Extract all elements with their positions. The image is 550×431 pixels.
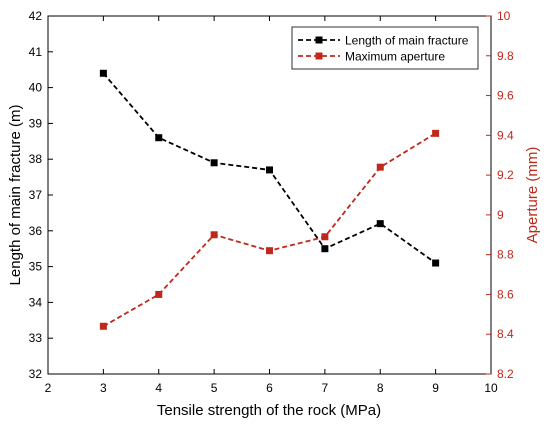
y-left-tick-label: 41 bbox=[29, 45, 43, 59]
legend-label-aperture: Maximum aperture bbox=[345, 50, 445, 64]
y-right-axis-label: Aperture (mm) bbox=[524, 147, 541, 244]
y-right-tick-label: 8.2 bbox=[497, 367, 514, 381]
y-right-tick-label: 9 bbox=[497, 208, 504, 222]
y-left-axis-ticks: 32 33 34 35 36 37 38 39 40 41 42 bbox=[29, 9, 53, 381]
x-tick-label: 10 bbox=[484, 381, 498, 395]
y-right-tick-label: 10 bbox=[497, 9, 511, 23]
y-left-tick-label: 42 bbox=[29, 9, 43, 23]
y-right-tick-label: 8.4 bbox=[497, 327, 514, 341]
x-tick-label: 3 bbox=[100, 381, 107, 395]
y-right-tick-label: 8.8 bbox=[497, 248, 514, 262]
y-right-tick-label: 9.2 bbox=[497, 168, 514, 182]
y-left-tick-label: 36 bbox=[29, 224, 43, 238]
legend-marker-length bbox=[315, 36, 323, 44]
y-right-tick-label: 9.6 bbox=[497, 89, 514, 103]
legend: Length of main fracture Maximum aperture bbox=[291, 26, 479, 70]
y-left-tick-label: 39 bbox=[29, 116, 43, 130]
series-0-point bbox=[99, 69, 107, 77]
x-tick-label: 8 bbox=[377, 381, 384, 395]
series-1-point bbox=[266, 247, 273, 255]
plot-area-frame bbox=[47, 15, 492, 375]
series-0-point bbox=[432, 259, 440, 267]
series-1-point bbox=[432, 129, 440, 137]
x-axis-label: Tensile strength of the rock (MPa) bbox=[157, 402, 381, 419]
x-axis-ticks: 2 3 4 5 6 7 8 9 10 bbox=[45, 16, 498, 395]
legend-marker-aperture bbox=[315, 52, 323, 60]
y-left-tick-label: 40 bbox=[29, 81, 43, 95]
series-0-point bbox=[155, 134, 163, 142]
y-left-axis-label: Length of main fracture (m) bbox=[7, 105, 24, 286]
series-1-point bbox=[155, 290, 163, 298]
series-1-point bbox=[99, 322, 107, 330]
y-left-tick-label: 38 bbox=[29, 152, 43, 166]
series-0-point bbox=[376, 220, 384, 228]
x-tick-label: 2 bbox=[45, 381, 52, 395]
series-0-point bbox=[321, 245, 329, 253]
y-left-tick-label: 32 bbox=[29, 367, 43, 381]
y-right-tick-label: 8.6 bbox=[497, 287, 514, 301]
series-1-point bbox=[321, 233, 329, 241]
x-tick-label: 4 bbox=[155, 381, 162, 395]
series-1-point bbox=[376, 163, 384, 171]
legend-label-length: Length of main fracture bbox=[345, 34, 469, 48]
y-left-tick-label: 35 bbox=[29, 260, 43, 274]
y-left-tick-label: 34 bbox=[29, 295, 43, 309]
y-right-tick-label: 9.8 bbox=[497, 49, 514, 63]
x-tick-label: 6 bbox=[266, 381, 273, 395]
y-left-tick-label: 33 bbox=[29, 331, 43, 345]
y-left-tick-label: 37 bbox=[29, 188, 43, 202]
series-1-point bbox=[210, 231, 218, 239]
y-right-axis-ticks: 8.2 8.4 8.6 8.8 9 9.2 9.4 9.6 9.8 10 bbox=[486, 9, 514, 381]
series-0-point bbox=[266, 166, 273, 174]
x-tick-label: 7 bbox=[322, 381, 329, 395]
series-layer bbox=[99, 69, 440, 330]
legend-box bbox=[291, 26, 479, 70]
x-tick-label: 5 bbox=[211, 381, 218, 395]
series-0-point bbox=[210, 159, 218, 167]
y-right-tick-label: 9.4 bbox=[497, 128, 514, 142]
x-tick-label: 9 bbox=[432, 381, 439, 395]
